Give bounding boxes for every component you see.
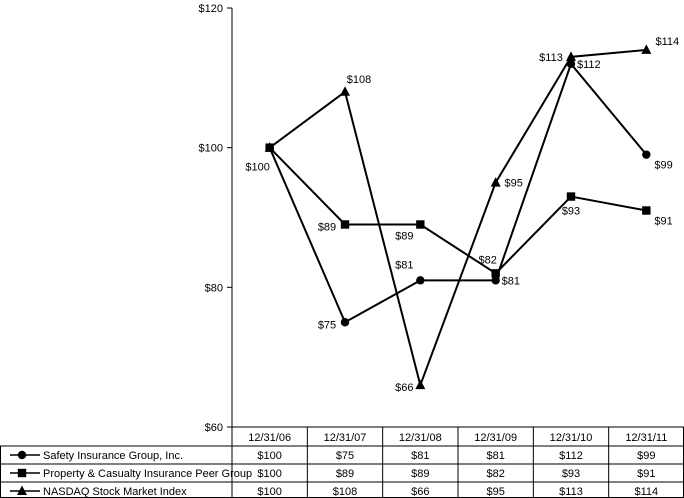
data-point-circle (340, 318, 350, 327)
data-point-square (416, 220, 425, 229)
legend-marker-circle (17, 450, 27, 460)
table-cell-value: $99 (637, 450, 655, 462)
legend-series-name: NASDAQ Stock Market Index (43, 486, 187, 498)
data-label: $100 (245, 162, 269, 174)
table-cell-value: $108 (333, 486, 357, 498)
legend-series-name: Property & Casualty Insurance Peer Group (43, 468, 252, 480)
table-cell-value: $95 (486, 486, 504, 498)
data-label: $75 (318, 319, 336, 331)
data-point-circle (491, 276, 500, 285)
x-category-label: 12/31/09 (474, 432, 517, 444)
table-cell-value: $81 (486, 450, 504, 462)
table-cell-value: $91 (637, 468, 655, 480)
x-category-label: 12/31/08 (399, 432, 442, 444)
y-tick-label: $80 (205, 282, 223, 294)
data-point-square (491, 269, 500, 278)
data-label: $112 (577, 59, 601, 71)
data-label: $91 (654, 216, 672, 228)
data-point-square (340, 220, 350, 229)
data-point-triangle (264, 142, 275, 152)
table-cell-value: $112 (559, 450, 583, 462)
table-cell-value: $89 (336, 468, 354, 480)
series-line-circle (268, 61, 648, 324)
legend-marker-triangle (17, 485, 27, 495)
x-category-label: 12/31/06 (248, 432, 291, 444)
table-cell-value: $82 (486, 468, 504, 480)
data-label: $99 (654, 160, 672, 172)
x-category-label: 12/31/07 (324, 432, 367, 444)
table-cell-value: $100 (257, 468, 281, 480)
data-table: 12/31/06 12/31/07 12/31/08 12/31/09 12/31/10… (0, 426, 684, 498)
chart-axes: $60 $80 $100 $120 (199, 3, 233, 434)
data-label: $95 (504, 178, 522, 190)
data-point-triangle (415, 379, 426, 390)
table-cell-value: $75 (336, 450, 354, 462)
series-line-triangle (269, 48, 647, 389)
data-label: $93 (562, 206, 580, 218)
data-label: $81 (502, 275, 520, 287)
x-category-label: 12/31/11 (625, 432, 667, 444)
data-point-triangle (340, 86, 350, 96)
series-markers (264, 44, 652, 390)
y-tick-label: $60 (205, 422, 223, 434)
data-point-circle (416, 276, 425, 285)
y-tick-label: $100 (199, 143, 223, 155)
y-tick-label: $120 (199, 3, 223, 15)
data-point-triangle (641, 44, 652, 54)
data-label: $108 (347, 74, 371, 86)
data-point-circle (566, 59, 576, 69)
data-point-circle (642, 150, 651, 159)
table-cell-value: $113 (559, 486, 583, 498)
data-label: $114 (656, 36, 680, 48)
data-label: $81 (395, 259, 413, 271)
data-point-square (566, 192, 576, 201)
data-labels: $100 $75 $81 $81 $112 $99 $89 $89 $82 $93 $91 $108 $… (245, 36, 679, 394)
table-cell-value: $100 (257, 450, 281, 462)
data-point-square (642, 206, 651, 215)
data-label: $82 (478, 254, 496, 266)
x-category-label: 12/31/10 (550, 432, 593, 444)
data-label: $66 (395, 382, 413, 394)
data-point-triangle (490, 177, 501, 187)
table-cell-value: $93 (562, 468, 580, 480)
data-label: $113 (539, 52, 563, 64)
series-lines (268, 48, 648, 389)
series-line-square (268, 146, 647, 275)
legend-marker-square (17, 468, 27, 478)
data-label: $89 (318, 221, 336, 233)
table-cell-value: $89 (411, 468, 429, 480)
legend-series-name: Safety Insurance Group, Inc. (43, 450, 183, 462)
data-label: $89 (395, 230, 413, 242)
table-cell-value: $81 (411, 450, 429, 462)
table-cell-value: $66 (411, 486, 429, 498)
table-cell-value: $114 (635, 486, 659, 498)
table-cell-value: $100 (257, 486, 281, 498)
data-point-triangle (566, 51, 576, 61)
